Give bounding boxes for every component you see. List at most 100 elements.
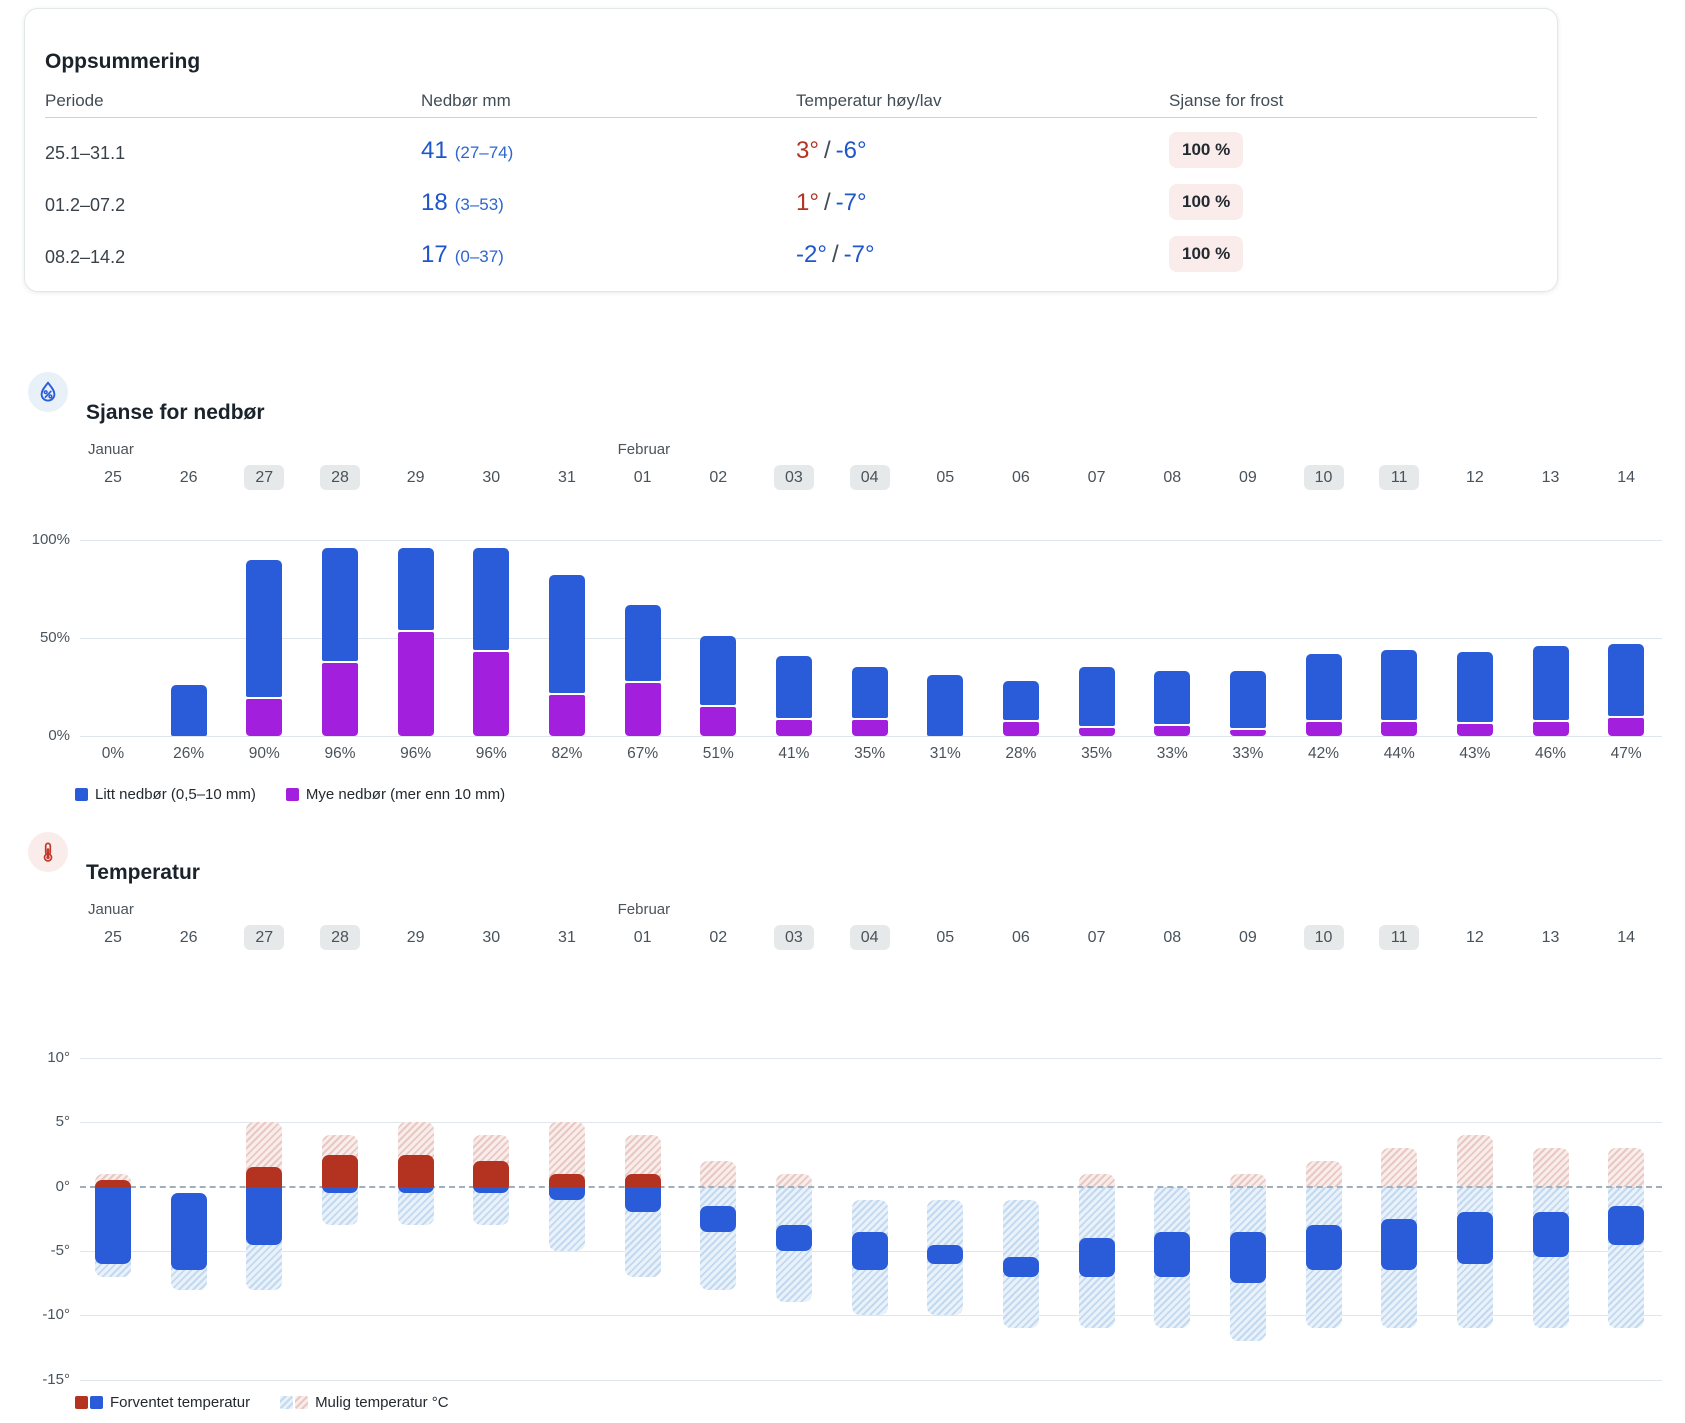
temp-expected-below-zero xyxy=(1078,1238,1115,1277)
legend-swatches xyxy=(75,1396,103,1409)
precip-bar xyxy=(927,675,964,736)
temp-day-label: 13 xyxy=(1541,929,1560,946)
legend-item: Mye nedbør (mer enn 10 mm) xyxy=(285,786,505,803)
temp-expected-bar xyxy=(624,1173,661,1213)
temp-gridline xyxy=(80,1315,1662,1317)
temp-day-label: 26 xyxy=(179,929,198,946)
precip-month-label: Februar xyxy=(617,441,671,458)
thermometer-icon xyxy=(28,832,68,872)
precip-day-label: 31 xyxy=(558,469,576,486)
precip-percent-label: 42% xyxy=(1308,745,1340,762)
precip-bar-mye xyxy=(1305,722,1342,736)
precip-day-label: 12 xyxy=(1465,469,1484,486)
temp-y-axis-label: -15° xyxy=(42,1370,70,1388)
precip-bar-mye xyxy=(1002,722,1039,736)
temp-high-low: -2° / -7° xyxy=(796,241,875,269)
col-frost: Sjanse for frost xyxy=(1169,91,1284,110)
temp-y-axis-label: 10° xyxy=(47,1049,70,1066)
temp-expected-below-zero xyxy=(927,1244,964,1264)
precip-day-label: 04 xyxy=(849,465,890,490)
precip-section-title: Sjanse for nedbør xyxy=(86,401,265,424)
temp-expected-below-zero xyxy=(624,1186,661,1213)
temp-expected-bar xyxy=(548,1173,585,1200)
temp-high-low: 3° / -6° xyxy=(796,137,867,165)
precip-y-axis-label: 100% xyxy=(31,531,70,548)
precip-percent-label: 35% xyxy=(854,745,886,762)
precip-bar-mye xyxy=(624,683,661,736)
temp-day-label: 03 xyxy=(773,925,814,950)
precip-day-label: 30 xyxy=(482,469,501,486)
precip-percent-label: 35% xyxy=(1081,745,1113,762)
temp-possible-below-zero xyxy=(321,1186,358,1226)
temp-possible-above-zero xyxy=(775,1173,812,1187)
precip-bar-mye xyxy=(1078,728,1115,736)
precip-percent-label: 33% xyxy=(1232,745,1264,762)
temp-day-label: 25 xyxy=(104,929,122,946)
temp-possible-below-zero xyxy=(473,1186,510,1226)
precip-bar xyxy=(1305,653,1342,736)
precip-day-label: 07 xyxy=(1087,469,1106,486)
precip-bar xyxy=(700,636,737,736)
temp-high: 3° xyxy=(796,137,819,164)
temp-expected-bar xyxy=(1154,1231,1191,1277)
precip-day-label: 10 xyxy=(1303,465,1344,490)
temp-high: 1° xyxy=(796,189,819,216)
solid-blue-swatch xyxy=(90,1396,103,1409)
precip-percent-label: 43% xyxy=(1459,745,1491,762)
precip-percent-label: 26% xyxy=(173,745,205,762)
temp-expected-below-zero xyxy=(473,1186,510,1194)
temp-day-label: 02 xyxy=(709,929,728,946)
periode-value: 08.2–14.2 xyxy=(45,247,126,267)
precip-bar xyxy=(1002,681,1039,736)
summary-row: 08.2–14.2 17 (0–37) -2° / -7° 100 % xyxy=(25,231,1557,283)
legend-label: Mulig temperatur °C xyxy=(315,1394,449,1411)
temp-expected-below-zero xyxy=(1381,1218,1418,1271)
temp-gridline xyxy=(80,1058,1662,1059)
precip-bar-mye xyxy=(397,632,434,736)
temp-expected-below-zero xyxy=(1154,1231,1191,1277)
precip-gridline xyxy=(80,638,1662,639)
precip-day-label: 25 xyxy=(104,469,122,486)
precip-day-label: 06 xyxy=(1012,469,1030,486)
temp-low: -7° xyxy=(835,189,867,216)
precip-day-label: 14 xyxy=(1617,469,1636,486)
temp-low: -7° xyxy=(843,241,875,268)
periode-value: 25.1–31.1 xyxy=(45,143,126,163)
temp-y-axis-label: 0° xyxy=(55,1177,70,1195)
precip-percent-label: 44% xyxy=(1383,745,1415,762)
legend-swatches xyxy=(280,1396,309,1409)
temp-expected-above-zero xyxy=(548,1173,585,1187)
periode-value: 01.2–07.2 xyxy=(45,195,126,215)
precip-bar-litt xyxy=(927,675,964,736)
precip-bar-litt xyxy=(1532,645,1569,721)
precip-bar xyxy=(851,667,888,736)
nedbor-amount: 41 xyxy=(421,137,448,164)
precip-bar xyxy=(246,559,283,736)
temp-expected-above-zero xyxy=(321,1154,358,1187)
temp-possible-above-zero xyxy=(1456,1135,1493,1187)
precip-bar xyxy=(775,655,812,736)
temp-legend: Forventet temperatur Mulig temperatur °C xyxy=(75,1394,449,1411)
temp-expected-below-zero xyxy=(1456,1212,1493,1264)
frost-badge: 100 % xyxy=(1169,132,1244,168)
precip-bar-litt xyxy=(473,547,510,650)
temp-day-label: 10 xyxy=(1303,925,1344,950)
precip-bar xyxy=(1381,649,1418,736)
precip-legend: Litt nedbør (0,5–10 mm) Mye nedbør (mer e… xyxy=(75,786,505,803)
precip-bar-mye xyxy=(1608,718,1645,736)
temp-day-label: 27 xyxy=(244,925,285,950)
temp-expected-bar xyxy=(95,1180,131,1264)
precip-bar xyxy=(1456,651,1493,736)
solid-blue-swatch xyxy=(75,788,88,801)
frost-badge: 100 % xyxy=(1169,184,1244,220)
temp-month-label: Januar xyxy=(88,901,134,918)
precip-bar-mye xyxy=(700,706,737,736)
frost-cell: 100 % xyxy=(1169,132,1244,168)
temp-expected-below-zero xyxy=(851,1231,888,1271)
precip-bar-litt xyxy=(321,547,358,662)
temp-expected-bar xyxy=(1456,1212,1493,1264)
precip-bar-mye xyxy=(473,651,510,736)
temp-section-title: Temperatur xyxy=(86,861,200,884)
temp-expected-below-zero xyxy=(95,1186,131,1264)
precip-percent-label: 0% xyxy=(101,745,125,762)
